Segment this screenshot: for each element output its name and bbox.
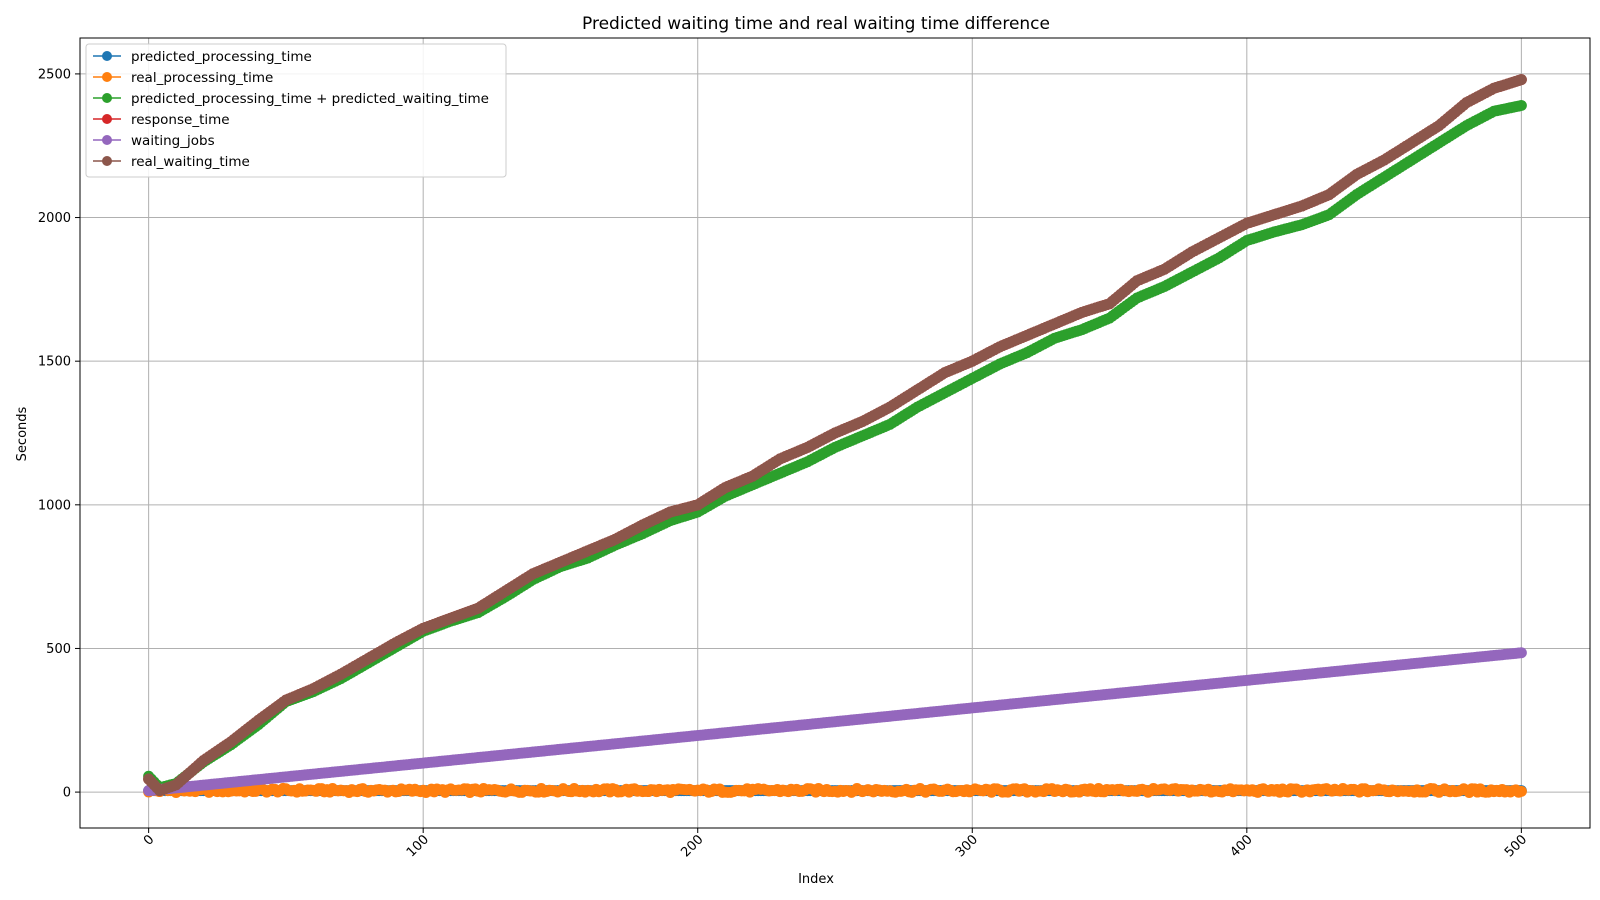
- x-axis-label: Index: [798, 872, 834, 887]
- legend: predicted_processing_time real_processing…: [85, 43, 507, 178]
- x-tick-label: 400: [1227, 832, 1255, 860]
- y-axis-ticks: 0 500 1000 1500 2000 2500: [38, 67, 80, 801]
- legend-marker: [102, 114, 112, 124]
- x-tick-label: 500: [1502, 832, 1530, 860]
- series-real-processing-time: [143, 782, 1527, 799]
- legend-label: response_time: [131, 112, 230, 128]
- legend-marker: [102, 93, 112, 103]
- legend-item: predicted_processing_time + predicted_wa…: [93, 91, 489, 107]
- y-tick-label: 2500: [38, 67, 71, 82]
- y-tick-label: 1000: [38, 498, 71, 513]
- legend-marker: [102, 135, 112, 145]
- y-tick-label: 0: [63, 786, 71, 801]
- series-real-waiting-time: [143, 74, 1527, 797]
- series-markers: [143, 782, 1527, 799]
- y-tick-label: 500: [46, 642, 71, 657]
- legend-label: real_waiting_time: [131, 154, 250, 170]
- legend-marker: [102, 51, 112, 61]
- legend-item: real_waiting_time: [93, 154, 250, 170]
- series-markers: [143, 74, 1527, 797]
- legend-label: predicted_processing_time: [131, 49, 312, 65]
- legend-item: predicted_processing_time: [93, 49, 312, 65]
- legend-label: waiting_jobs: [131, 133, 215, 149]
- legend-item: response_time: [93, 112, 230, 128]
- legend-marker: [102, 72, 112, 82]
- x-axis-ticks: 0 100 200 300 400 500: [141, 828, 1530, 860]
- series-group: [143, 74, 1527, 799]
- series-waiting-jobs: [143, 647, 1527, 797]
- x-tick-label: 0: [141, 832, 157, 848]
- legend-box: [85, 43, 507, 178]
- series-markers: [143, 100, 1527, 794]
- plot-frame: [79, 37, 1591, 829]
- x-tick-label: 200: [678, 832, 706, 860]
- x-tick-label: 300: [953, 832, 981, 860]
- y-tick-label: 2000: [38, 211, 71, 226]
- series-predicted-processing-time-predicted-waiting-time: [143, 100, 1527, 794]
- legend-label: predicted_processing_time + predicted_wa…: [131, 91, 489, 107]
- legend-label: real_processing_time: [131, 70, 273, 86]
- legend-item: waiting_jobs: [93, 133, 215, 149]
- legend-marker: [102, 156, 112, 166]
- y-axis-label: Seconds: [15, 406, 30, 461]
- x-tick-label: 100: [404, 832, 432, 860]
- series-markers: [143, 647, 1527, 797]
- chart-title: Predicted waiting time and real waiting …: [582, 14, 1050, 34]
- legend-item: real_processing_time: [93, 70, 273, 86]
- y-tick-label: 1500: [38, 355, 71, 370]
